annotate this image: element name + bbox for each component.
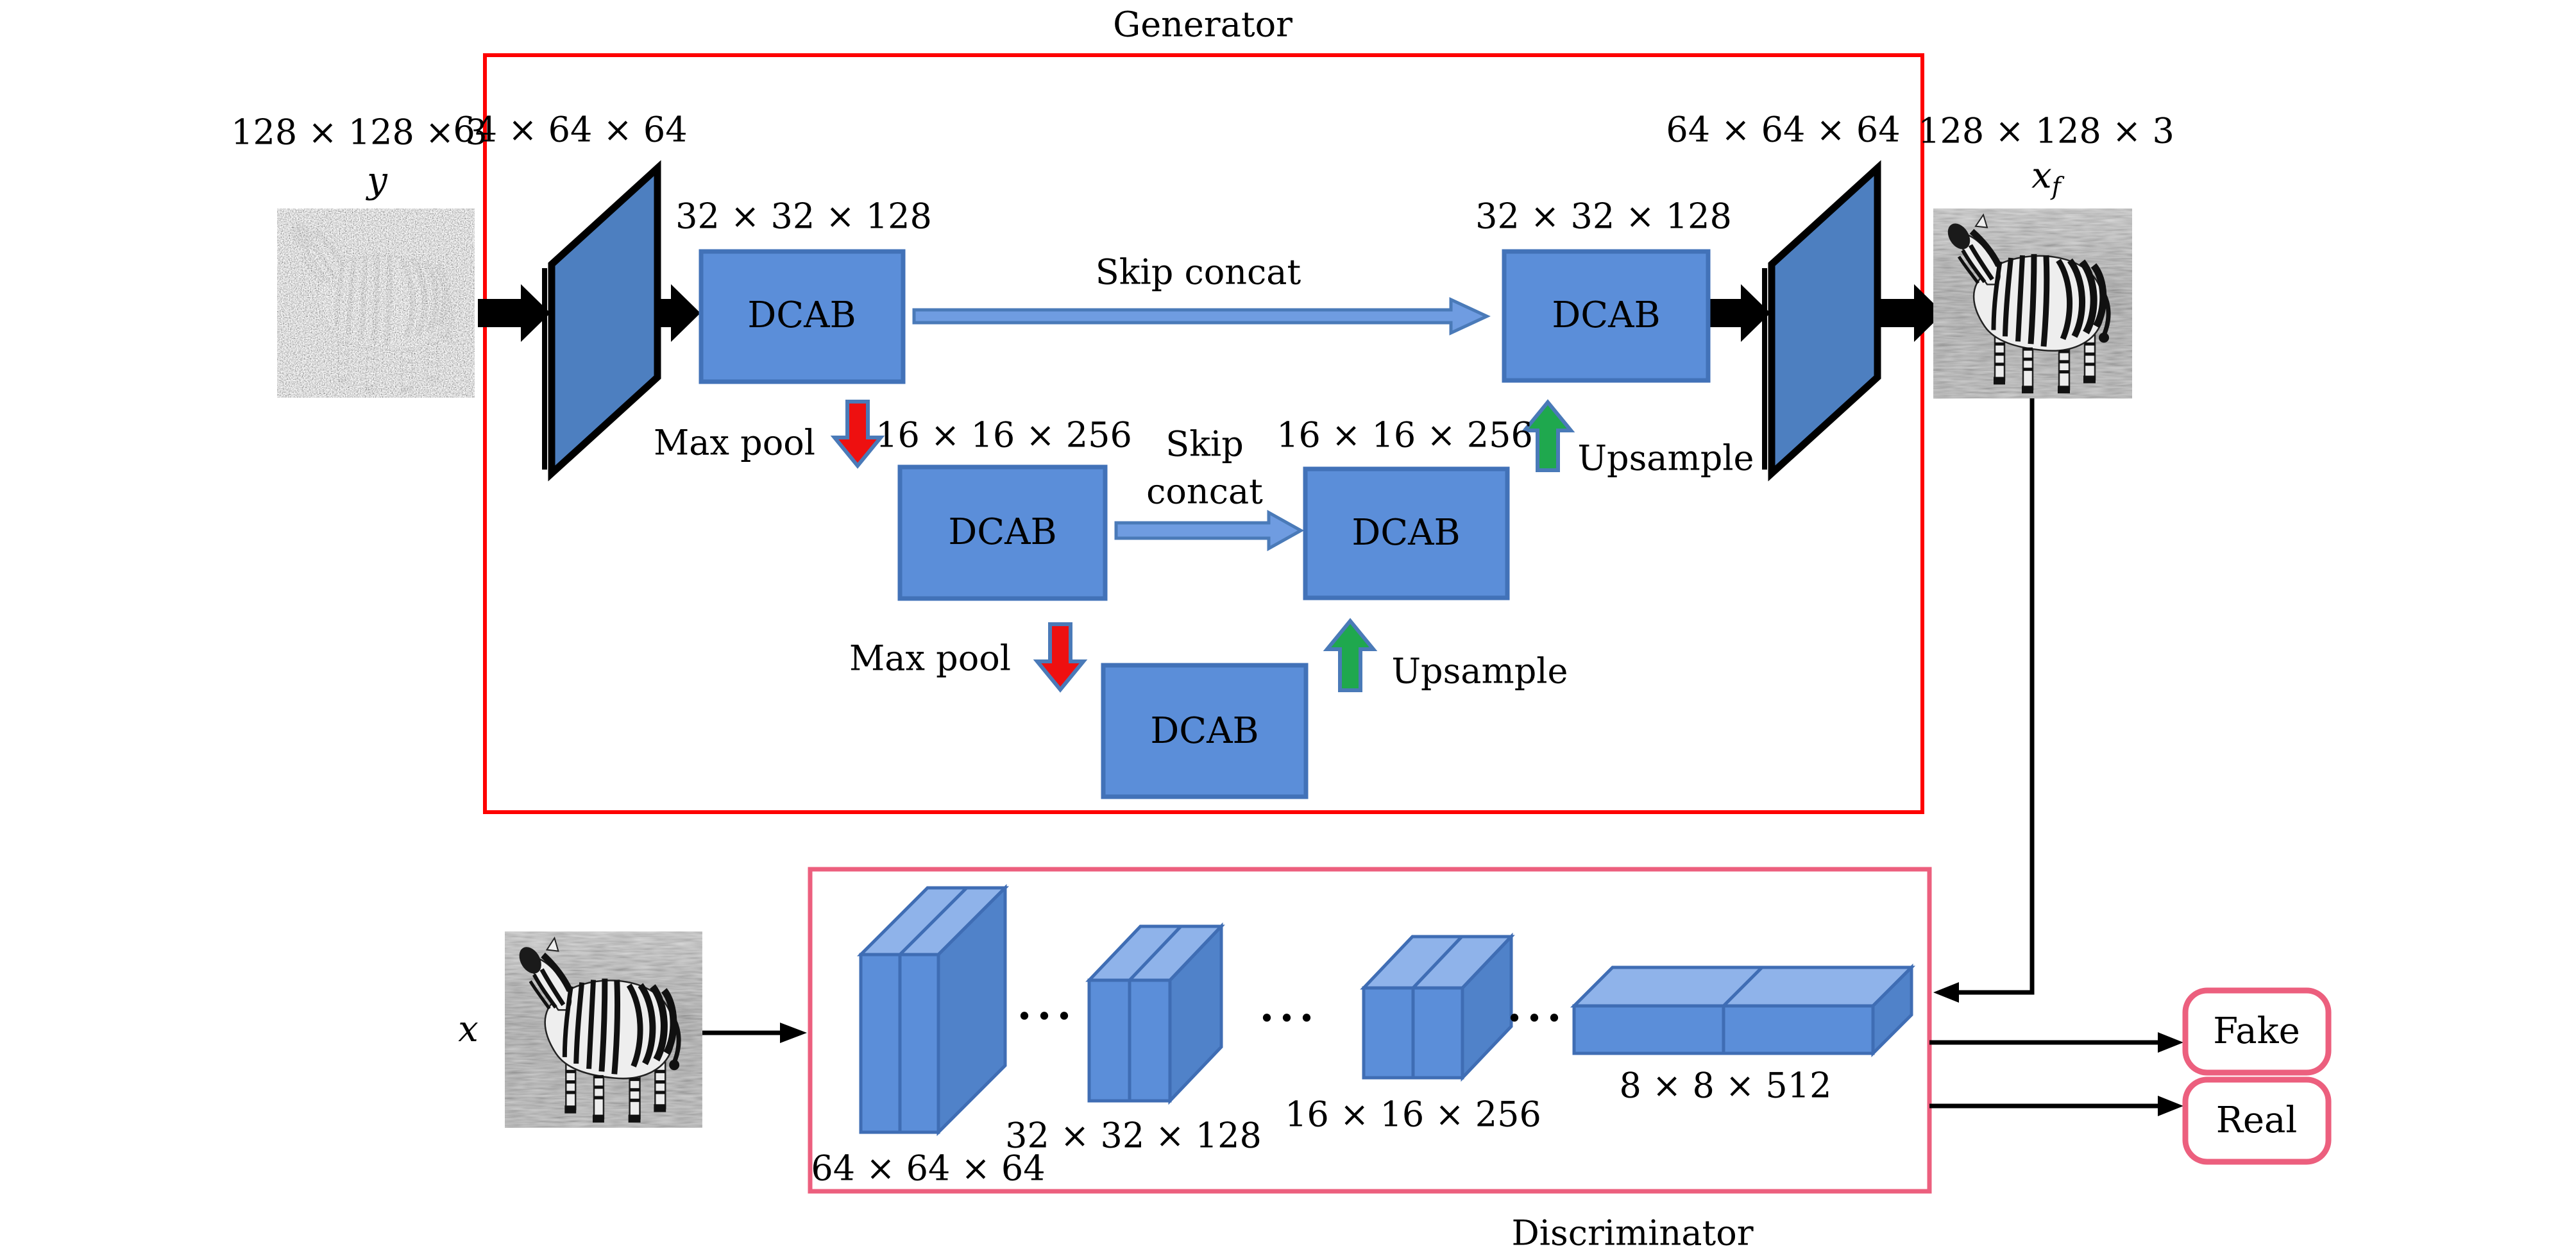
discriminator-box [808,867,1932,1194]
input-arrow [478,284,550,342]
enc1-dim-label: 64 × 64 × 64 [453,109,688,150]
output-arrow [1879,284,1944,342]
max-pool-label-2: Max pool [849,638,1011,679]
disc-dim-label-4: 8 × 8 × 512 [1619,1065,1832,1106]
fake-input-line [1959,398,2035,995]
conv-out-arrow [1710,284,1770,342]
conv-in-arrow [661,284,700,342]
ellipsis-3: ··· [1507,992,1567,1043]
disc-dim-label-3: 16 × 16 × 256 [1285,1094,1541,1135]
discriminator-title: Discriminator [1511,1212,1754,1254]
dec1-dim-label: 64 × 64 × 64 [1666,109,1901,150]
input-var-label: y [367,160,387,202]
upsample-arrow-2 [1323,618,1378,692]
dcab-block-dec2 [1502,249,1711,383]
skip-concat-label-2a: Skip [1165,423,1244,464]
output-var-label: xf [2031,155,2061,201]
fake-label: Fake [2213,1010,2300,1053]
upsample-label-1: Upsample [1577,438,1754,479]
enc3-dim-label: 16 × 16 × 256 [876,414,1132,455]
x-var-label: x [458,1008,479,1051]
disc-block-3 [1360,932,1515,1082]
generated-output-image [1933,208,2132,398]
dcab-block-enc3 [897,464,1108,601]
output-var-base: x [2031,155,2052,197]
disc-dim-label-1: 64 × 64 × 64 [811,1148,1046,1189]
ellipsis-1: ··· [1017,990,1077,1041]
real-input-arrowhead [780,1023,807,1043]
dcab-label-bottleneck: DCAB [1150,710,1259,752]
dcab-block-bottleneck [1101,663,1309,799]
generator-title: Generator [1113,4,1292,45]
upsample-label-2: Upsample [1391,650,1568,692]
noisy-input-image [277,208,475,398]
encoder-plane [542,160,661,482]
real-input-image [505,931,702,1128]
fake-output-arrowhead [2158,1032,2183,1053]
disc-block-4 [1570,963,1916,1058]
dcab-label-dec3: DCAB [1352,512,1461,554]
skip-concat-arrow-2 [1114,509,1305,552]
skip-concat-arrow-1 [912,297,1491,336]
real-label: Real [2216,1100,2298,1142]
dec3-dim-label: 16 × 16 × 256 [1276,414,1533,455]
fake-output-box [2182,987,2332,1076]
dcab-label-dec2: DCAB [1552,294,1661,337]
dcab-block-dec3 [1303,466,1510,600]
decoder-plane [1762,160,1881,482]
fake-input-arrowhead [1933,982,1959,1003]
max-pool-arrow-2 [1033,622,1088,693]
real-output-arrowhead [2158,1096,2183,1116]
output-var-subscript: f [2051,172,2061,201]
max-pool-arrow-1 [830,400,885,469]
dec2-dim-label: 32 × 32 × 128 [1475,196,1732,237]
skip-concat-label-1: Skip concat [1095,251,1301,293]
real-output-box [2182,1076,2332,1165]
generator-box [483,53,1924,814]
enc2-dim-label: 32 × 32 × 128 [675,196,932,237]
disc-block-1 [856,883,1010,1137]
input-dim-label: 128 × 128 × 3 [231,112,487,153]
output-dim-label: 128 × 128 × 3 [1918,110,2174,151]
disc-block-2 [1085,922,1225,1105]
disc-dim-label-2: 32 × 32 × 128 [1005,1115,1262,1156]
max-pool-label-1: Max pool [654,422,815,463]
upsample-arrow-1 [1520,399,1575,472]
dcab-label-enc2: DCAB [747,294,856,337]
dcab-block-enc2 [699,249,906,384]
ellipsis-2: ··· [1259,992,1319,1043]
dcab-label-enc3: DCAB [948,511,1057,554]
skip-concat-label-2b: concat [1146,471,1263,512]
